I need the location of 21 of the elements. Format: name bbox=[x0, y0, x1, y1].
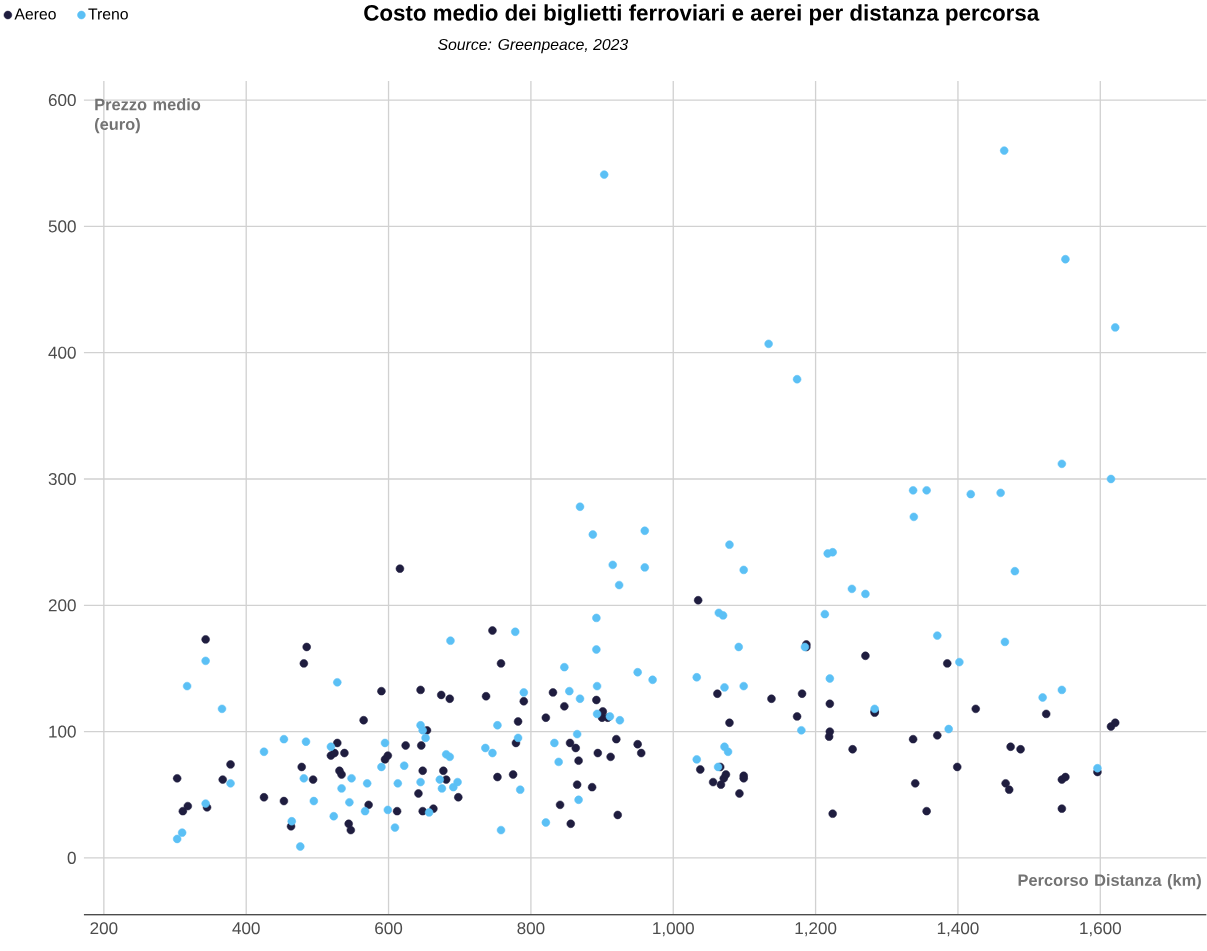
y-tick-label: 400 bbox=[48, 346, 76, 359]
y-tick-label: 200 bbox=[48, 599, 76, 612]
x-tick-label: 800 bbox=[517, 921, 545, 935]
x-tick-label: 200 bbox=[90, 921, 118, 935]
x-tick-label: 1,400 bbox=[937, 921, 979, 937]
x-tick-label: 400 bbox=[232, 921, 260, 935]
x-axis-title: Percorso Distanza (km) bbox=[1018, 873, 1201, 890]
legend-label: Aereo bbox=[14, 8, 56, 20]
legend-label: Treno bbox=[88, 8, 128, 20]
y-tick-label: 0 bbox=[67, 851, 76, 864]
source-note: Source: Greenpeace, 2023 bbox=[438, 38, 629, 53]
x-tick-label: 1,200 bbox=[795, 921, 837, 937]
y-axis-title: Prezzo medio (euro) bbox=[95, 98, 201, 134]
x-tick-label: 600 bbox=[375, 921, 403, 935]
y-tick-label: 500 bbox=[48, 220, 76, 233]
x-tick-label: 1,600 bbox=[1080, 921, 1121, 937]
y-tick-label: 100 bbox=[49, 725, 76, 738]
chart-title: Costo medio dei biglietti ferroviari e aerei per distanza percorsa bbox=[364, 4, 1040, 26]
y-tick-label: 600 bbox=[48, 93, 76, 106]
x-tick-label: 1,000 bbox=[653, 921, 694, 937]
y-tick-label: 300 bbox=[48, 472, 76, 485]
